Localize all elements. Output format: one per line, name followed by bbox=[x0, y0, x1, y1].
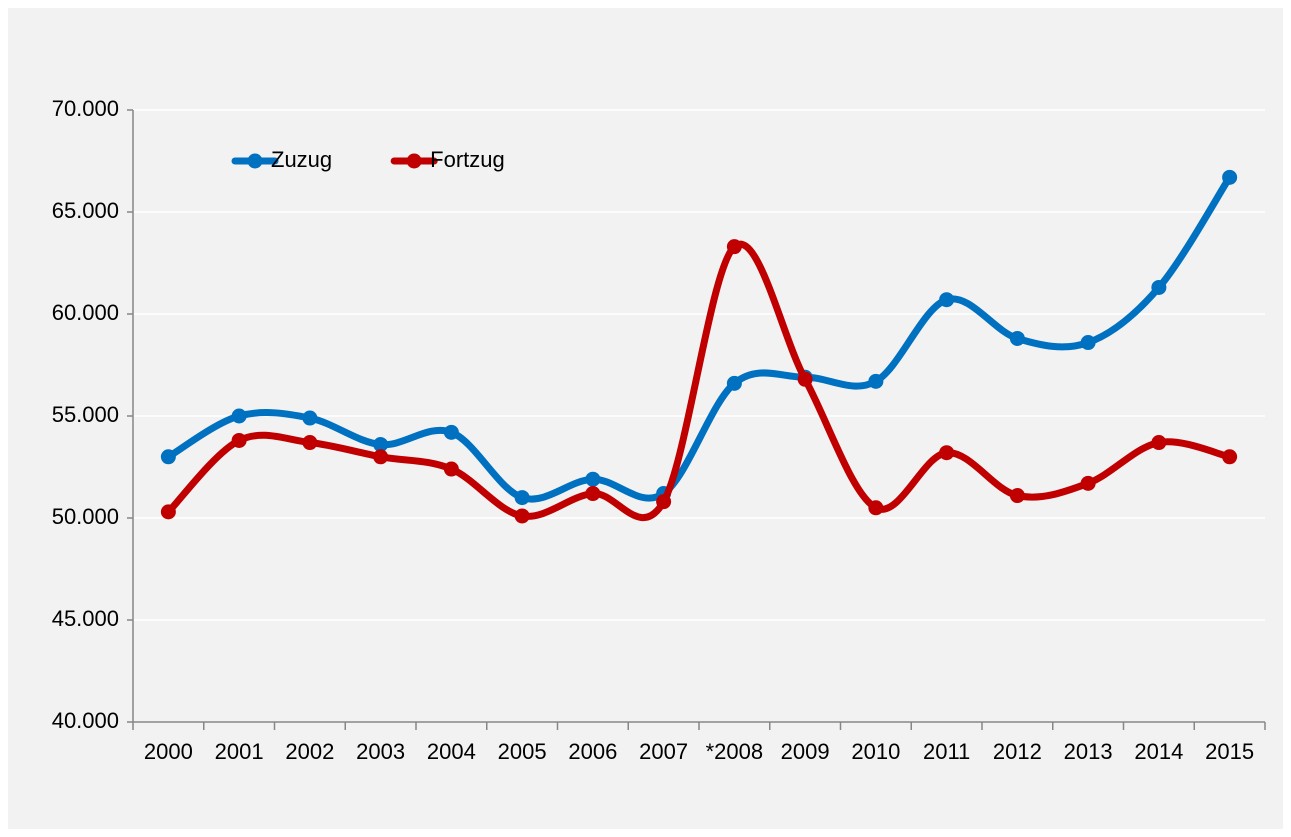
data-point bbox=[160, 504, 176, 520]
data-point bbox=[160, 449, 176, 465]
x-tick-label: 2014 bbox=[1134, 739, 1183, 764]
data-point bbox=[1080, 335, 1096, 351]
y-tick-label: 65.000 bbox=[52, 198, 119, 223]
data-point bbox=[939, 445, 955, 461]
data-point bbox=[514, 490, 530, 506]
data-point bbox=[797, 371, 813, 387]
x-tick-label: 2009 bbox=[781, 739, 830, 764]
x-tick-label: 2015 bbox=[1205, 739, 1254, 764]
y-tick-label: 60.000 bbox=[52, 300, 119, 325]
data-point bbox=[1222, 449, 1238, 465]
data-point bbox=[1009, 488, 1025, 504]
x-tick-label: 2003 bbox=[356, 739, 405, 764]
x-tick-label: 2013 bbox=[1064, 739, 1113, 764]
y-tick-label: 55.000 bbox=[52, 402, 119, 427]
legend-marker bbox=[247, 153, 263, 169]
legend-marker bbox=[406, 153, 422, 169]
x-tick-label: 2005 bbox=[498, 739, 547, 764]
x-tick-label: 2006 bbox=[568, 739, 617, 764]
data-point bbox=[443, 424, 459, 440]
data-point bbox=[231, 432, 247, 448]
x-tick-label: 2011 bbox=[923, 739, 970, 764]
series-line bbox=[164, 173, 1234, 503]
data-point bbox=[443, 461, 459, 477]
y-tick-label: 50.000 bbox=[52, 504, 119, 529]
data-point bbox=[1222, 169, 1238, 185]
data-point bbox=[1080, 475, 1096, 491]
data-point bbox=[726, 239, 742, 255]
data-point bbox=[585, 486, 601, 502]
data-point bbox=[373, 437, 389, 453]
x-tick-label: 2012 bbox=[993, 739, 1042, 764]
data-point bbox=[656, 494, 672, 510]
data-point bbox=[1151, 279, 1167, 295]
chart-background bbox=[8, 8, 1283, 829]
x-tick-label: *2008 bbox=[706, 739, 764, 764]
y-tick-label: 40.000 bbox=[52, 708, 119, 733]
y-tick-label: 45.000 bbox=[52, 606, 119, 631]
x-tick-label: 2004 bbox=[427, 739, 476, 764]
data-point bbox=[726, 375, 742, 391]
legend-label: Zuzug bbox=[271, 147, 332, 172]
data-point bbox=[373, 449, 389, 465]
data-point bbox=[514, 508, 530, 524]
x-tick-label: 2001 bbox=[215, 739, 264, 764]
data-point bbox=[868, 500, 884, 516]
data-point bbox=[302, 410, 318, 426]
x-tick-label: 2007 bbox=[639, 739, 688, 764]
data-point bbox=[585, 471, 601, 487]
y-tick-label: 70.000 bbox=[52, 96, 119, 121]
data-point bbox=[868, 373, 884, 389]
x-tick-label: 2002 bbox=[285, 739, 334, 764]
legend-label: Fortzug bbox=[430, 147, 505, 172]
data-point bbox=[1151, 435, 1167, 451]
x-tick-label: 2000 bbox=[144, 739, 193, 764]
data-point bbox=[939, 292, 955, 308]
x-tick-label: 2010 bbox=[851, 739, 900, 764]
data-point bbox=[302, 435, 318, 451]
data-point bbox=[231, 408, 247, 424]
data-point bbox=[1009, 330, 1025, 346]
